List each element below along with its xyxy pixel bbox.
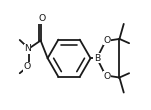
Text: O: O — [24, 62, 31, 71]
Text: O: O — [103, 36, 110, 45]
Text: N: N — [24, 44, 31, 53]
Text: B: B — [94, 54, 100, 63]
Text: O: O — [38, 14, 46, 23]
Text: O: O — [103, 72, 110, 81]
